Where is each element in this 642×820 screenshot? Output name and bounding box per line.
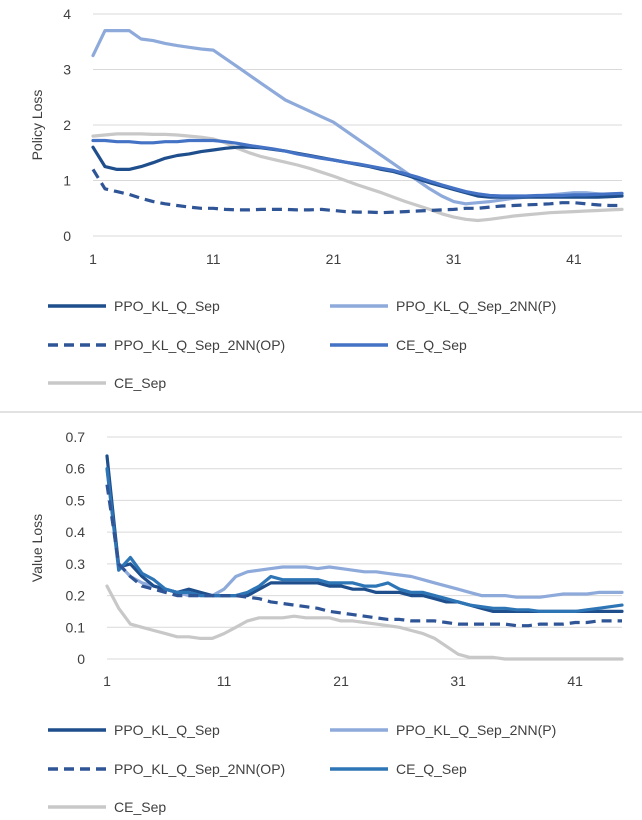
legend-label: CE_Q_Sep — [396, 337, 467, 353]
x-tick-label: 11 — [206, 251, 221, 267]
legend-label: CE_Q_Sep — [396, 761, 467, 777]
x-tick-label: 21 — [333, 673, 349, 689]
series-line-ppo-kl-q-sep-2nn-p- — [105, 467, 624, 599]
series-line-ppo-kl-q-sep-2nn-op- — [91, 168, 622, 215]
x-tick-label: 41 — [567, 673, 583, 689]
legend-label: PPO_KL_Q_Sep_2NN(P) — [396, 298, 556, 314]
y-tick-label: 4 — [63, 6, 71, 22]
y-tick-label: 2 — [63, 117, 71, 133]
y-tick-label: 0 — [77, 651, 85, 667]
x-tick-label: 31 — [446, 251, 462, 267]
x-tick-label: 1 — [103, 673, 111, 689]
legend-label: PPO_KL_Q_Sep_2NN(OP) — [114, 337, 285, 353]
y-tick-label: 0.1 — [66, 619, 86, 635]
y-tick-label: 0.2 — [66, 588, 86, 604]
x-tick-label: 41 — [566, 251, 582, 267]
x-tick-label: 1 — [89, 251, 97, 267]
y-axis-title: Value Loss — [29, 514, 45, 582]
series-line-ce-sep — [105, 584, 624, 661]
y-tick-label: 0.6 — [66, 461, 86, 477]
series-line-ppo-kl-q-sep-2nn-op- — [105, 484, 622, 628]
legend-label: PPO_KL_Q_Sep_2NN(OP) — [114, 761, 285, 777]
series-line-ppo-kl-q-sep — [105, 454, 624, 614]
y-axis-title: Policy Loss — [29, 90, 45, 161]
legend-label: PPO_KL_Q_Sep — [114, 722, 220, 738]
x-tick-label: 31 — [450, 673, 466, 689]
x-tick-label: 21 — [326, 251, 342, 267]
y-tick-label: 0 — [63, 228, 71, 244]
series-line-ppo-kl-q-sep — [91, 145, 624, 199]
x-tick-label: 11 — [217, 673, 232, 689]
legend-label: CE_Sep — [114, 799, 166, 815]
series-line-ppo-kl-q-sep-2nn-p- — [91, 29, 624, 206]
legend-label: CE_Sep — [114, 375, 166, 391]
y-tick-label: 3 — [63, 62, 71, 78]
y-tick-label: 0.3 — [66, 556, 86, 572]
y-tick-label: 0.5 — [66, 492, 86, 508]
y-tick-label: 0.4 — [66, 524, 86, 540]
series-line-ce-q-sep — [105, 467, 624, 614]
y-tick-label: 0.7 — [66, 429, 86, 445]
legend-label: PPO_KL_Q_Sep — [114, 298, 220, 314]
series-line-ce-sep — [91, 132, 624, 223]
series-line-ce-q-sep — [91, 138, 624, 198]
legend-label: PPO_KL_Q_Sep_2NN(P) — [396, 722, 556, 738]
y-tick-label: 1 — [63, 173, 71, 189]
